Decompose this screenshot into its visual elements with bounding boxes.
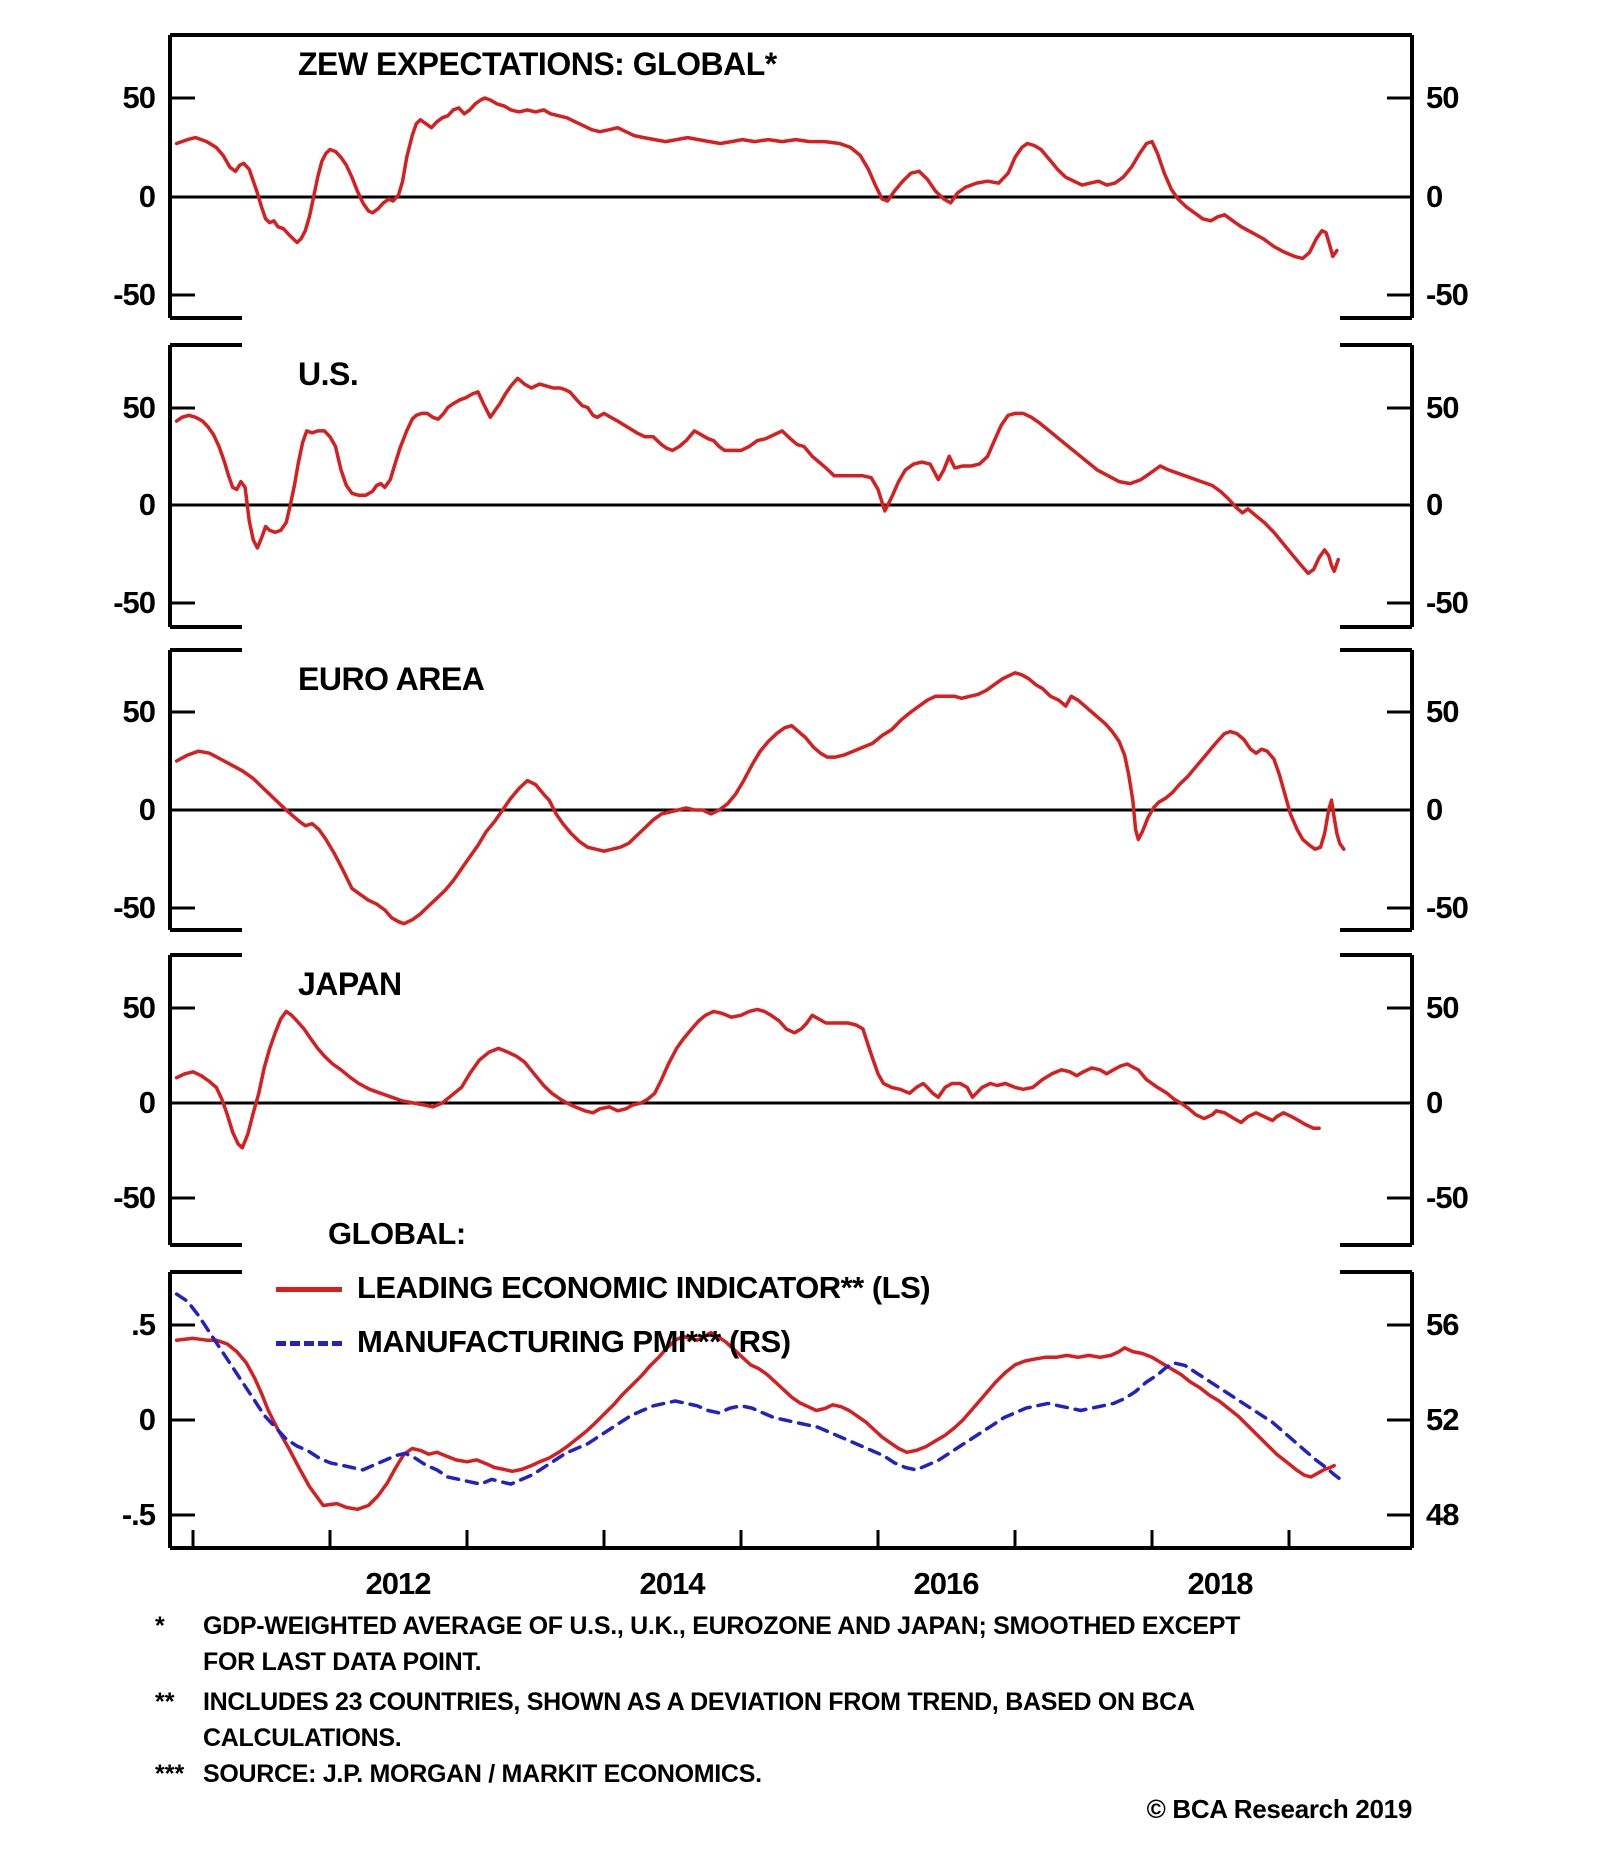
chart-line-global-leading-economic-indicator-ls- (174, 1330, 1336, 1512)
footnote-marker-1: * (155, 1612, 165, 1640)
ytick-p4-left-0: 0 (138, 1085, 156, 1120)
ytick-p4-right-0: 0 (1426, 1085, 1443, 1120)
chart-line-global-manufacturing-pmi-rs- (174, 1292, 1346, 1486)
footnote-text-3: INCLUDES 23 COUNTRIES, SHOWN AS A DEVIAT… (203, 1688, 1195, 1716)
ytick-p1-right-0: 0 (1426, 179, 1443, 214)
chart-line-zew-expectations-global (174, 96, 1339, 261)
legend-swatch-lei-solid-red (276, 1287, 342, 1292)
copyright-notice: © BCA Research 2019 (1146, 1794, 1413, 1824)
ytick-p2-right-50: 50 (1426, 390, 1459, 425)
ytick-p3-left-0: 0 (138, 792, 156, 827)
ytick-p4-left-50: 50 (122, 990, 156, 1025)
xtick-label-2018: 2018 (1187, 1566, 1254, 1601)
ytick-p2-left-0: 0 (138, 487, 156, 522)
ytick-p3-right-m50: -50 (1426, 890, 1469, 925)
ytick-p1-right-m50: -50 (1426, 277, 1469, 312)
ytick-p3-right-0: 0 (1426, 792, 1443, 827)
ytick-p1-right-50: 50 (1426, 80, 1459, 115)
legend-title: GLOBAL: (328, 1216, 466, 1251)
ytick-p3-left-m50: -50 (113, 890, 156, 925)
ytick-p4-right-50: 50 (1426, 990, 1459, 1025)
footnote-text-2: FOR LAST DATA POINT. (203, 1648, 482, 1676)
footnote-text-5: SOURCE: J.P. MORGAN / MARKIT ECONOMICS. (203, 1760, 762, 1788)
panel-title-zew-global: ZEW EXPECTATIONS: GLOBAL* (298, 46, 777, 82)
ytick-p5-right-52: 52 (1426, 1402, 1459, 1437)
footnote-marker-3: ** (155, 1688, 175, 1716)
ytick-p2-right-m50: -50 (1426, 585, 1469, 620)
legend-swatch-pmi-dashed-blue (276, 1341, 342, 1346)
xtick-label-2012: 2012 (365, 1566, 432, 1601)
ytick-p1-left-0: 0 (138, 179, 156, 214)
panel-title-euro-area: EURO AREA (298, 661, 485, 697)
ytick-p1-left-50: 50 (122, 80, 156, 115)
ytick-p5-right-56: 56 (1426, 1307, 1459, 1342)
footnote-marker-5: *** (155, 1760, 185, 1788)
chart-line-zew-expectations-u-s- (174, 376, 1341, 576)
legend-label-pmi: MANUFACTURING PMI*** (RS) (357, 1324, 791, 1359)
legend-label-lei: LEADING ECONOMIC INDICATOR** (LS) (357, 1270, 931, 1305)
ytick-p5-right-48: 48 (1426, 1497, 1459, 1532)
footnote-text-1: GDP-WEIGHTED AVERAGE OF U.S., U.K., EURO… (203, 1612, 1241, 1640)
panel-title-japan: JAPAN (298, 966, 402, 1002)
footnote-text-4: CALCULATIONS. (203, 1724, 402, 1752)
panel-title-us: U.S. (298, 356, 359, 392)
ytick-p5-left-p5: .5 (131, 1307, 156, 1342)
ytick-p2-left-m50: -50 (113, 585, 156, 620)
ytick-p2-right-0: 0 (1426, 487, 1443, 522)
ytick-p1-left-m50: -50 (113, 277, 156, 312)
ytick-p4-right-m50: -50 (1426, 1180, 1469, 1215)
ytick-p3-left-50: 50 (122, 694, 156, 729)
xtick-label-2016: 2016 (913, 1566, 980, 1601)
xtick-label-2014: 2014 (639, 1566, 706, 1601)
ytick-p5-left-0: 0 (138, 1402, 156, 1437)
chart-line-zew-expectations-euro-area (174, 671, 1346, 926)
ytick-p4-left-m50: -50 (113, 1180, 156, 1215)
ytick-p3-right-50: 50 (1426, 694, 1459, 729)
ytick-p5-left-m5: -.5 (121, 1497, 156, 1532)
chart-line-zew-expectations-japan (174, 1007, 1321, 1150)
ytick-p2-left-50: 50 (122, 390, 156, 425)
